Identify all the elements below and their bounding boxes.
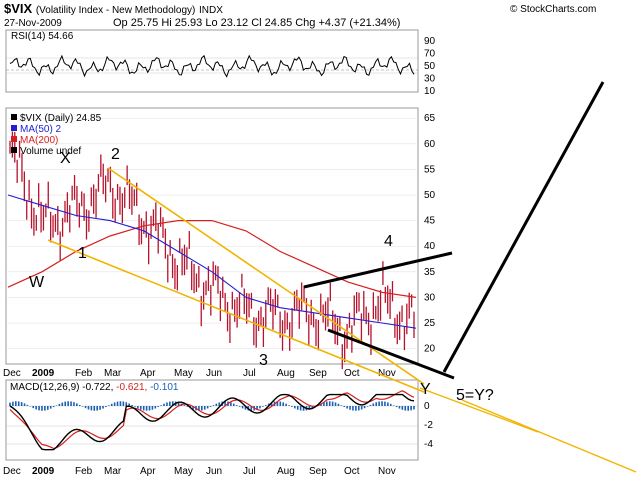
- rsi-tick-label: 90: [424, 36, 436, 47]
- x-axis-label: Mar: [104, 368, 122, 379]
- macd-line: [9, 393, 415, 451]
- projected-rally-line: [442, 81, 605, 373]
- legend-swatch: [11, 147, 17, 153]
- macd-label-a: MACD(12,26,9): [10, 382, 79, 393]
- x-axis-label: May: [174, 466, 193, 477]
- rsi-tick-label: 10: [424, 86, 436, 97]
- price-tick-label: 65: [424, 113, 436, 124]
- rsi-line: [9, 54, 415, 78]
- price-tick-label: 25: [424, 318, 436, 329]
- wave-label-w: W: [29, 274, 45, 291]
- wedge-lower: [327, 328, 455, 380]
- x-axis-label: Jul: [243, 466, 256, 477]
- x-axis-label: Nov: [378, 368, 396, 379]
- wave-label-5-y: 5=Y?: [456, 387, 494, 404]
- ma50-line: [7, 194, 417, 329]
- lower-trendline: [47, 239, 425, 393]
- exchange: INDX: [198, 5, 223, 16]
- wave-label-2: 2: [111, 146, 120, 163]
- price-tick-label: 20: [424, 344, 436, 355]
- x-axis-label: Jun: [206, 466, 222, 477]
- price-tick-label: 35: [424, 267, 436, 278]
- chart-title: $VIX (Volatility Index - New Methodology…: [4, 1, 223, 16]
- x-axis-label: Aug: [277, 368, 295, 379]
- macd-tick-label: 0: [424, 401, 430, 412]
- macd-tick-label: -2: [424, 420, 433, 431]
- legend-entry: Volume undef: [20, 146, 81, 157]
- wedge-upper: [303, 251, 453, 289]
- x-axis-label: Oct: [344, 466, 360, 477]
- wave-label-1: 1: [78, 245, 87, 262]
- wave-label-4: 4: [384, 233, 393, 250]
- x-axis-label: Apr: [140, 466, 156, 477]
- legend-swatch: [11, 125, 17, 131]
- x-axis-label: Dec: [3, 368, 21, 379]
- price-tick-label: 40: [424, 241, 436, 252]
- trendline-overlay: X 2 1 W 3 4 Y 5=Y?: [29, 81, 637, 473]
- macd-label-d: -0.101: [150, 382, 179, 393]
- x-axis-label: Feb: [75, 368, 93, 379]
- x-axis-label: Jun: [206, 368, 222, 379]
- x-axis-label: Apr: [140, 368, 156, 379]
- price-tick-label: 30: [424, 292, 436, 303]
- macd-tick-label: -4: [424, 439, 433, 450]
- macd-label-c: -0.621,: [116, 382, 147, 393]
- wave-label-y: Y: [420, 381, 431, 398]
- x-axis-label: 2009: [32, 368, 55, 379]
- legend-swatch: [11, 114, 17, 120]
- rsi-tick-label: 50: [424, 61, 436, 72]
- wave-label-3: 3: [259, 352, 268, 369]
- x-axis-label: Feb: [75, 466, 93, 477]
- projection-trendline-1: [419, 387, 539, 433]
- price-tick-label: 55: [424, 164, 436, 175]
- legend-entry: MA(50) 2: [20, 124, 62, 135]
- x-axis-label: May: [174, 368, 193, 379]
- rsi-label: RSI(14) 54.66: [11, 31, 74, 42]
- x-axis-label: 2009: [32, 466, 55, 477]
- rsi-tick-label: 30: [424, 74, 436, 85]
- credit-text: © StockCharts.com: [510, 4, 597, 15]
- x-axis-label: Dec: [3, 466, 21, 477]
- legend-entry: $VIX (Daily) 24.85: [20, 113, 102, 124]
- rsi-tick-label: 70: [424, 49, 436, 60]
- symbol: $VIX: [4, 1, 33, 16]
- macd-label: MACD(12,26,9) -0.722, -0.621, -0.101: [10, 382, 179, 393]
- projection-trendline-2: [461, 399, 637, 473]
- x-axis-label: Oct: [344, 368, 360, 379]
- x-axis-label: Mar: [104, 466, 122, 477]
- chart-date: 27-Nov-2009: [4, 18, 62, 29]
- wave-label-x: X: [60, 150, 71, 167]
- macd-label-b: -0.722,: [82, 382, 113, 393]
- x-axis-label: Aug: [277, 466, 295, 477]
- x-axis-label: Sep: [309, 466, 327, 477]
- legend-entry: MA(200): [20, 135, 58, 146]
- subtitle: (Volatility Index - New Methodology): [35, 5, 196, 16]
- macd-panel: MACD(12,26,9) -0.722, -0.621, -0.101 0 -2…: [5, 379, 433, 461]
- price-tick-label: 45: [424, 216, 436, 227]
- legend-swatch: [11, 136, 17, 142]
- price-tick-label: 50: [424, 190, 436, 201]
- x-axis-label: Jul: [243, 368, 256, 379]
- ohlc-readout: Op 25.75 Hi 25.93 Lo 23.12 Cl 24.85 Chg …: [113, 17, 401, 29]
- x-axis-label: Sep: [309, 368, 327, 379]
- price-tick-label: 60: [424, 139, 436, 150]
- x-axis-label: Nov: [378, 466, 396, 477]
